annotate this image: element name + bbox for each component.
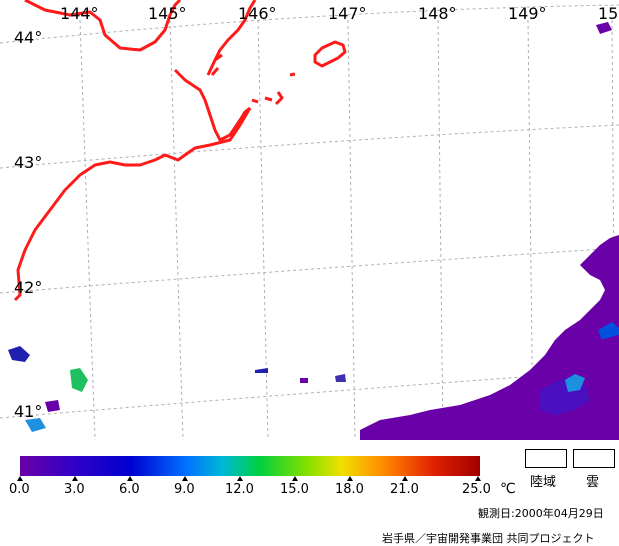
scale-unit: ℃ [500, 481, 516, 497]
sst-patch-southeast [360, 235, 619, 440]
meridian-148 [437, 19, 444, 440]
lon-label-146: 146° [238, 4, 277, 23]
shikotan-island [313, 40, 347, 68]
tick-mark-12 [237, 476, 243, 481]
kunashiri-coast [206, 0, 257, 76]
meridian-145 [169, 19, 184, 440]
meridian-147 [347, 19, 356, 440]
scale-tick-3: 3.0 [64, 482, 85, 497]
lon-label-147: 147° [328, 4, 367, 23]
sst-fragment-west-4 [45, 400, 60, 412]
color-scale-bar [20, 456, 480, 476]
observation-date: 観測日:2000年04月29日 [478, 507, 604, 520]
scale-tick-6: 6.0 [119, 482, 140, 497]
sst-fragment-mid-1 [255, 368, 268, 373]
scale-tick-18: 18.0 [335, 482, 364, 497]
scale-tick-15: 15.0 [280, 482, 309, 497]
scale-tick-25: 25.0 [462, 482, 491, 497]
lat-label-44: 44° [14, 28, 43, 47]
meridian-146 [257, 19, 269, 440]
lat-label-42: 42° [14, 278, 43, 297]
sst-fragment-west-3 [25, 418, 46, 432]
credit-text: 岩手県／宇宙開発事業団 共同プロジェクト [382, 532, 595, 545]
color-scale [17, 456, 481, 481]
sst-fragment-west-1 [8, 346, 30, 362]
lat-label-41: 41° [14, 402, 43, 421]
tick-mark-0 [17, 476, 23, 481]
tick-mark-25 [475, 476, 481, 481]
scale-tick-0: 0.0 [9, 482, 30, 497]
tick-mark-18 [347, 476, 353, 481]
land-swatch [525, 449, 567, 468]
scale-tick-marks [17, 476, 481, 481]
meridian-144 [79, 19, 96, 440]
habomai-islands [251, 72, 296, 106]
sst-patch-east-edge [598, 335, 619, 395]
sst-patch-cyan-1 [565, 374, 585, 392]
lon-label-150: 15 [598, 4, 619, 23]
scale-tick-21: 21.0 [390, 482, 419, 497]
lon-label-145: 145° [148, 4, 187, 23]
sst-data [8, 22, 619, 440]
parallel-42 [0, 247, 619, 294]
shiretoko-coast [173, 68, 251, 142]
scale-tick-12: 12.0 [225, 482, 254, 497]
lat-label-43: 43° [14, 153, 43, 172]
tick-mark-3 [72, 476, 78, 481]
sst-fragment-mid-3 [300, 378, 308, 383]
sst-fragment-west-2 [70, 368, 88, 392]
parallel-43 [0, 124, 619, 169]
tick-mark-6 [127, 476, 133, 481]
legend: 0.0 3.0 6.0 9.0 12.0 15.0 18.0 21.0 25.0… [0, 440, 619, 546]
land-label: 陸域 [530, 475, 557, 490]
coastline [13, 0, 347, 302]
scale-tick-9: 9.0 [174, 482, 195, 497]
lon-label-148: 148° [418, 4, 457, 23]
sst-map [0, 0, 619, 440]
tick-mark-15 [292, 476, 298, 481]
lon-label-144: 144° [60, 4, 99, 23]
tick-mark-9 [182, 476, 188, 481]
sst-fragment-top-right [596, 22, 612, 34]
hokkaido-coast [24, 0, 182, 52]
tick-mark-21 [402, 476, 408, 481]
lon-label-149: 149° [508, 4, 547, 23]
cloud-label: 雲 [586, 475, 600, 490]
sst-fragment-mid-2 [335, 374, 346, 382]
nemuro-coast [13, 107, 252, 302]
cloud-swatch [573, 449, 615, 468]
